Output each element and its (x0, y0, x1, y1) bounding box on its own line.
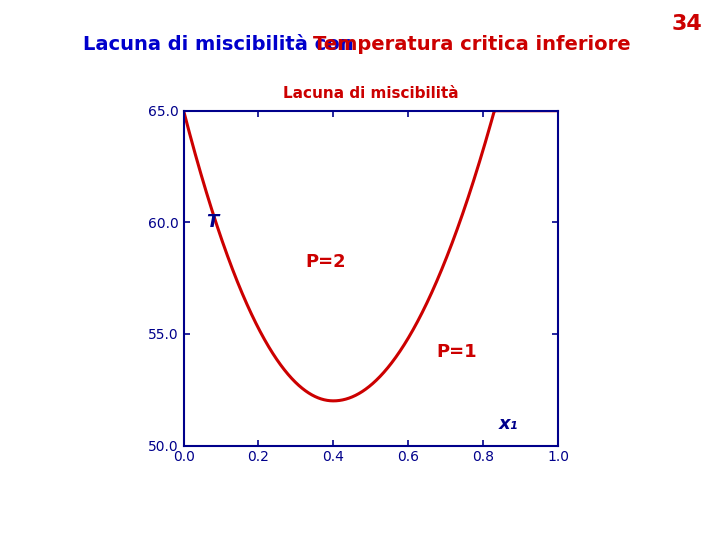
Text: x₁: x₁ (499, 415, 518, 433)
Text: T: T (206, 213, 218, 231)
Text: Lacuna di miscibilità: Lacuna di miscibilità (283, 86, 459, 100)
Text: Lacuna di miscibilità con: Lacuna di miscibilità con (83, 35, 360, 54)
Text: P=1: P=1 (436, 343, 477, 361)
Text: Temperatura critica inferiore: Temperatura critica inferiore (313, 35, 631, 54)
Text: 34: 34 (671, 14, 702, 33)
Text: P=2: P=2 (305, 253, 346, 272)
